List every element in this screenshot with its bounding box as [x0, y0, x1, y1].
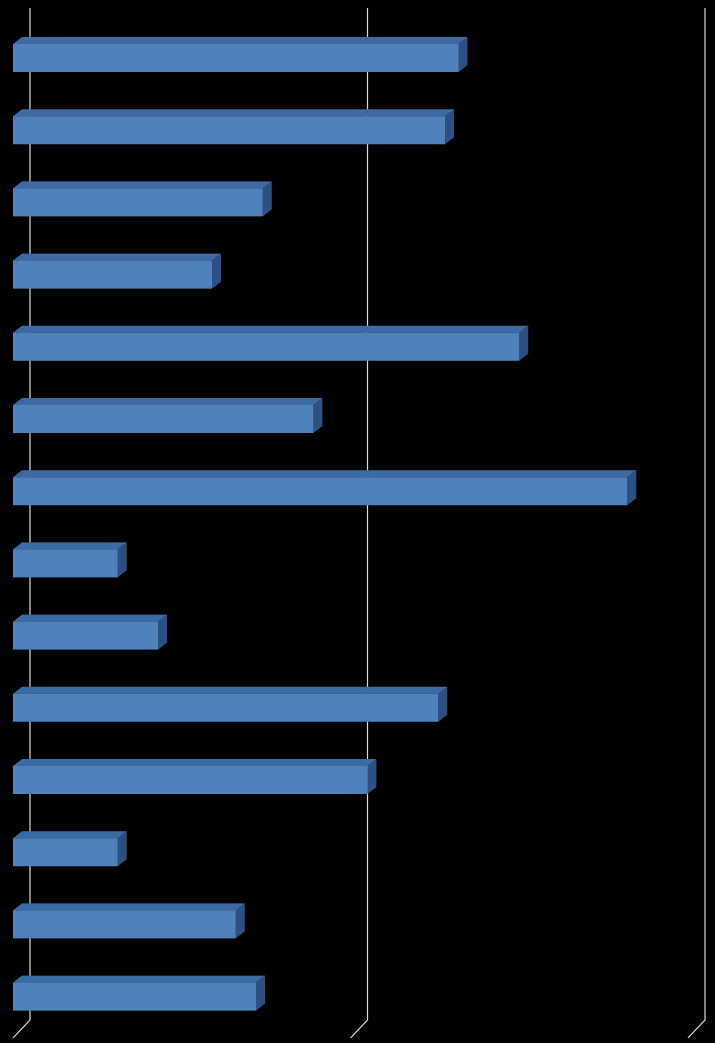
bar	[13, 686, 448, 722]
bar-top	[13, 398, 323, 405]
bar-side	[627, 470, 637, 506]
bar-front	[13, 838, 118, 867]
bar	[13, 109, 454, 145]
bar-front	[13, 44, 459, 72]
bar-top	[13, 759, 377, 766]
bar-top	[13, 542, 127, 550]
bar	[13, 181, 272, 217]
bar-side	[262, 181, 272, 217]
bar-side	[256, 975, 265, 1011]
bar-front	[13, 477, 628, 506]
grid-line	[12, 8, 31, 1039]
bar-front	[13, 766, 368, 794]
bar-side	[313, 398, 323, 433]
bar-top	[13, 37, 468, 44]
bar-top	[13, 903, 245, 911]
bar-front	[13, 982, 256, 1011]
bar-top	[13, 614, 168, 622]
bar-side	[519, 325, 529, 361]
bar-front	[13, 260, 213, 289]
bar-front	[13, 549, 118, 578]
bar	[13, 253, 222, 289]
bar-top	[13, 975, 265, 983]
bar-front	[13, 332, 520, 361]
bar-side	[458, 37, 468, 72]
bar-top	[13, 253, 222, 261]
bar-front	[13, 405, 314, 433]
bar-side	[117, 831, 127, 867]
bar	[13, 903, 245, 939]
bar-top	[13, 686, 448, 694]
bar-side	[212, 253, 222, 289]
bar-side	[438, 686, 448, 722]
bar-top	[13, 325, 529, 333]
grid-line	[687, 8, 706, 1039]
bar-top	[13, 181, 272, 189]
bar	[13, 759, 377, 794]
bar	[13, 614, 168, 650]
bar	[13, 470, 637, 506]
bar-front	[13, 621, 159, 650]
grid-line	[350, 8, 369, 1039]
bar	[13, 542, 127, 578]
bar-top	[13, 470, 637, 478]
bar	[13, 398, 323, 433]
bar-side	[367, 759, 377, 794]
bar-side	[235, 903, 245, 939]
bar-front	[13, 910, 236, 939]
bar-side	[117, 542, 127, 578]
bar-front	[13, 693, 439, 722]
bar-front	[13, 116, 445, 145]
bar	[13, 325, 529, 361]
bar-side	[445, 109, 454, 145]
bar-front	[13, 188, 263, 217]
bar-top	[13, 109, 454, 117]
bar	[13, 975, 265, 1011]
bar-side	[158, 614, 168, 650]
bar	[13, 831, 127, 867]
bar-top	[13, 831, 127, 839]
bar	[13, 37, 468, 72]
